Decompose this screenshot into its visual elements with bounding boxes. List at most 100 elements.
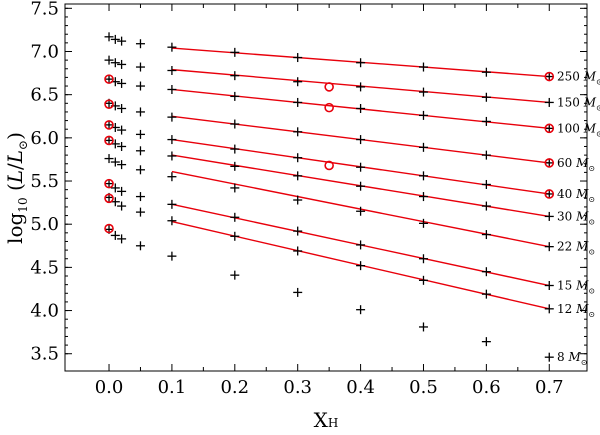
highlight-circles (104, 71, 555, 234)
data-point (167, 251, 177, 261)
y-axis-title: log10 (L/L⊙) (3, 132, 30, 244)
data-point (418, 218, 428, 228)
data-point (135, 207, 145, 217)
data-point (356, 103, 366, 113)
x-tick-label: 0.3 (283, 377, 312, 398)
y-tick-label: 6.5 (30, 85, 59, 106)
data-point (293, 127, 303, 137)
data-point (167, 135, 177, 145)
data-point (117, 78, 127, 88)
highlight-circle (544, 158, 555, 168)
data-point (418, 110, 428, 120)
data-point (418, 171, 428, 181)
data-point (135, 192, 145, 202)
data-point (418, 142, 428, 152)
data-point (481, 179, 491, 189)
data-point (544, 72, 554, 82)
data-point (104, 32, 114, 42)
highlight-circle (104, 74, 114, 84)
x-tick-label: 0.1 (158, 377, 187, 398)
data-point (230, 119, 240, 129)
data-point (481, 201, 491, 211)
data-point (104, 55, 114, 65)
x-tick-labels: 0.0 0.1 0.2 0.3 0.4 0.5 0.6 0.7 (95, 377, 564, 398)
data-point (481, 289, 491, 299)
data-point (481, 67, 491, 77)
mass-label-250: 250 M⊙ (557, 70, 600, 87)
data-point (117, 103, 127, 113)
data-point (418, 322, 428, 332)
data-point (110, 230, 120, 240)
data-point (230, 183, 240, 193)
data-point (481, 92, 491, 102)
data-point (481, 267, 491, 277)
data-point (356, 82, 366, 92)
data-point (293, 226, 303, 236)
x-tick-label: 0.5 (409, 377, 438, 398)
data-point (481, 230, 491, 240)
data-point (117, 201, 127, 211)
data-point (135, 81, 145, 91)
highlight-circle (104, 135, 114, 146)
data-point (356, 58, 366, 68)
data-points (104, 32, 554, 362)
y-tick-label: 3.5 (30, 344, 59, 365)
data-point (356, 181, 366, 191)
data-point (356, 305, 366, 315)
highlight-circle (544, 123, 555, 134)
data-point (481, 337, 491, 347)
data-point (167, 112, 177, 122)
data-point (167, 199, 177, 209)
y-tick-label: 7.5 (30, 0, 59, 19)
data-point (544, 211, 554, 221)
data-point (356, 261, 366, 271)
data-point (544, 281, 554, 291)
mass-label-22: 22 M⊙ (557, 240, 595, 257)
data-point (135, 241, 145, 251)
data-point (104, 74, 114, 84)
x-axis-title: XH (314, 408, 339, 432)
data-point (544, 189, 554, 199)
data-point (418, 275, 428, 285)
data-point (135, 165, 145, 175)
data-point (230, 144, 240, 154)
data-point (104, 120, 114, 130)
highlight-circle (104, 178, 114, 189)
highlight-circle (544, 71, 555, 82)
data-point (230, 231, 240, 241)
data-point (104, 154, 114, 164)
data-point (418, 254, 428, 264)
data-point (481, 150, 491, 160)
highlight-circle (104, 99, 114, 109)
data-point (135, 129, 145, 139)
data-point (356, 162, 366, 172)
y-tick-label: 5.5 (30, 171, 59, 192)
data-point (293, 97, 303, 107)
data-point (135, 39, 145, 49)
x-tick-label: 0.6 (472, 377, 501, 398)
data-point (135, 62, 145, 72)
data-point (167, 216, 177, 226)
data-point (135, 146, 145, 156)
data-point (544, 304, 554, 314)
data-point (418, 62, 428, 72)
data-point (356, 135, 366, 145)
highlight-circle (324, 102, 334, 113)
data-point (230, 71, 240, 81)
x-tick-label: 0.2 (220, 377, 249, 398)
data-point (544, 123, 554, 133)
highlight-circle (544, 189, 555, 199)
data-point (117, 141, 127, 151)
data-point (481, 116, 491, 126)
data-point (293, 246, 303, 256)
data-point (117, 186, 127, 196)
data-point (167, 84, 177, 94)
mass-label-40: 40 M⊙ (557, 187, 595, 204)
data-point (117, 234, 127, 244)
data-point (230, 91, 240, 101)
data-point (418, 192, 428, 202)
y-tick-label: 7.0 (30, 41, 59, 62)
mass-label-100: 100 M⊙ (557, 121, 600, 138)
data-point (356, 240, 366, 250)
mass-label-60: 60 M⊙ (557, 156, 595, 173)
